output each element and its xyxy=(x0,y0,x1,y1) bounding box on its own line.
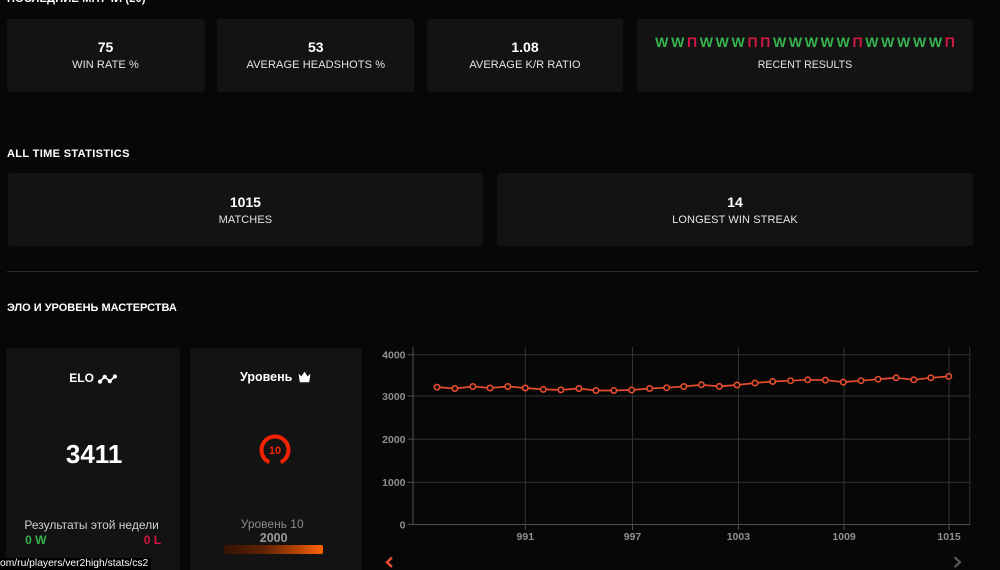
svg-text:4000: 4000 xyxy=(382,350,406,362)
svg-text:0: 0 xyxy=(400,519,406,531)
svg-text:1003: 1003 xyxy=(727,531,751,543)
svg-text:1009: 1009 xyxy=(832,531,856,543)
svg-text:10: 10 xyxy=(269,445,281,457)
svg-text:997: 997 xyxy=(624,531,642,543)
svg-text:1015: 1015 xyxy=(937,531,961,543)
svg-text:1000: 1000 xyxy=(382,477,406,489)
svg-text:991: 991 xyxy=(517,531,535,543)
svg-text:2000: 2000 xyxy=(382,434,406,446)
svg-text:3000: 3000 xyxy=(382,391,406,403)
